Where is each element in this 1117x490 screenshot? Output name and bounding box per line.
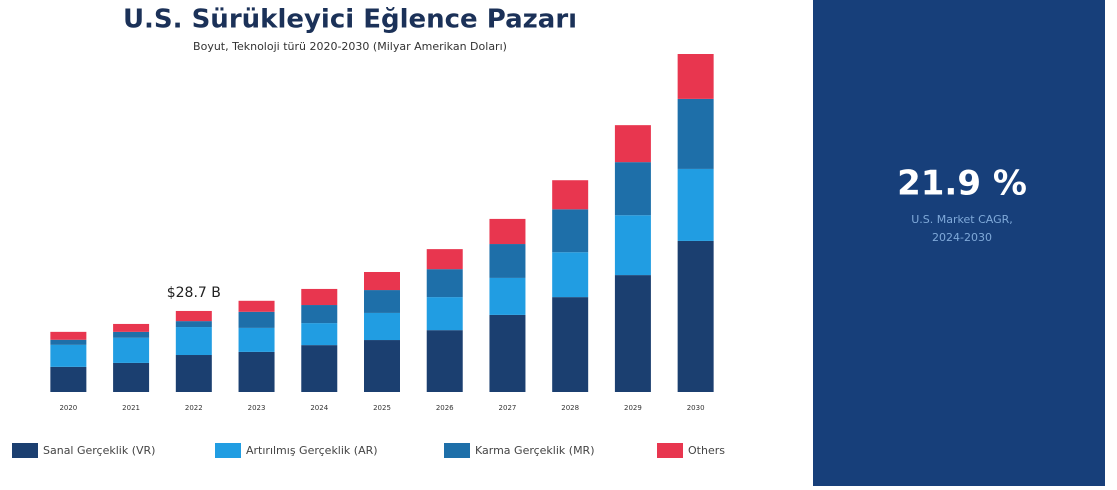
- x-tick-label: 2022: [185, 404, 203, 412]
- bar-segment: [238, 311, 275, 328]
- bar-segment: [614, 162, 651, 216]
- bar-segment: [364, 290, 400, 313]
- bar-segment: [552, 297, 589, 392]
- bar-segment: [50, 366, 87, 392]
- bar-segment: [614, 125, 651, 163]
- bar-segment: [426, 269, 463, 298]
- bar-segment: [614, 215, 651, 276]
- bar-segment: [677, 240, 714, 392]
- legend-label: Sanal Gerçeklik (VR): [43, 444, 155, 457]
- bar-segment: [426, 249, 463, 270]
- bar-segment: [677, 54, 714, 99]
- x-tick-label: 2030: [687, 404, 705, 412]
- bar-segment: [175, 355, 212, 392]
- bar-segment: [614, 275, 651, 392]
- bar-segment: [426, 330, 463, 392]
- legend-swatch: [444, 443, 470, 458]
- bar-segment: [301, 323, 338, 346]
- x-tick-label: 2027: [499, 404, 517, 412]
- side-panel: [813, 0, 1105, 486]
- cagr-period: 2024-2030: [932, 231, 992, 244]
- bar-segment: [489, 218, 526, 245]
- bar-segment: [301, 305, 338, 324]
- bar-segment: [113, 331, 150, 338]
- chart-subtitle: Boyut, Teknoloji türü 2020-2030 (Milyar …: [193, 40, 507, 53]
- x-tick-label: 2029: [624, 404, 642, 412]
- legend-swatch: [657, 443, 683, 458]
- legend-swatch: [12, 443, 38, 458]
- bar-segment: [489, 314, 526, 392]
- bar-segment: [175, 310, 212, 322]
- chart-title: U.S. Sürükleyici Eğlence Pazarı: [123, 5, 577, 35]
- bar-segment: [552, 252, 589, 298]
- cagr-value: 21.9 %: [897, 164, 1027, 204]
- bar-segment: [50, 344, 87, 367]
- legend-label: Others: [688, 444, 725, 457]
- bar-segment: [238, 327, 275, 352]
- bar-segment: [238, 351, 275, 392]
- bar-segment: [677, 168, 714, 241]
- x-tick-label: 2025: [373, 404, 391, 412]
- bar-segment: [113, 323, 150, 332]
- bar-segment: [364, 271, 400, 291]
- bar-segment: [301, 288, 338, 306]
- bar-segment: [426, 297, 463, 331]
- x-tick-label: 2026: [436, 404, 454, 412]
- legend-label: Karma Gerçeklik (MR): [475, 444, 595, 457]
- bar-segment: [113, 362, 150, 392]
- bar-segment: [301, 345, 338, 392]
- bar-segment: [175, 321, 212, 328]
- bar-segment: [552, 209, 589, 253]
- legend-label: Artırılmış Gerçeklik (AR): [246, 444, 378, 457]
- x-tick-label: 2024: [310, 404, 328, 412]
- bar-segment: [489, 277, 526, 315]
- bar-segment: [489, 244, 526, 278]
- bar-segment: [552, 180, 589, 210]
- bar-segment: [113, 337, 150, 363]
- x-tick-label: 2020: [59, 404, 77, 412]
- cagr-caption: U.S. Market CAGR,: [911, 213, 1013, 226]
- bar-segment: [238, 300, 275, 312]
- bar-segment: [50, 339, 87, 345]
- x-tick-label: 2023: [248, 404, 266, 412]
- x-tick-label: 2021: [122, 404, 140, 412]
- x-tick-label: 2028: [561, 404, 579, 412]
- bar-segment: [175, 327, 212, 356]
- legend-swatch: [215, 443, 241, 458]
- bar-segment: [364, 340, 400, 392]
- bar-segment: [50, 331, 87, 340]
- annotation: $28.7 B: [167, 285, 221, 301]
- bar-segment: [364, 312, 400, 341]
- bar-segment: [677, 98, 714, 169]
